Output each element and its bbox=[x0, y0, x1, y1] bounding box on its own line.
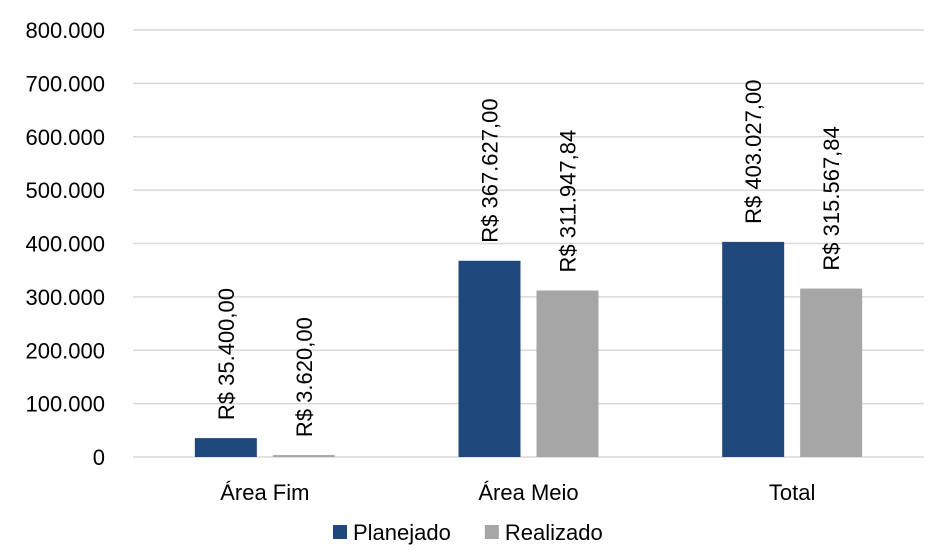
bar-planejado-1 bbox=[194, 438, 257, 457]
x-category-label: Total bbox=[769, 480, 815, 505]
bar-planejado-3 bbox=[722, 241, 785, 457]
legend: Planejado Realizado bbox=[333, 520, 603, 545]
bar-realizado-1 bbox=[272, 455, 335, 457]
data-label: R$ 367.627,00 bbox=[478, 98, 503, 242]
bar-realizado-2 bbox=[536, 290, 599, 457]
data-label: R$ 35.400,00 bbox=[214, 288, 239, 420]
data-label: R$ 403.027,00 bbox=[741, 80, 766, 224]
grid-lines bbox=[133, 29, 924, 458]
data-label: R$ 3.620,00 bbox=[292, 317, 317, 437]
bars bbox=[194, 241, 863, 457]
legend-label-realizado: Realizado bbox=[505, 520, 603, 545]
y-tick-label: 400.000 bbox=[25, 232, 105, 257]
x-category-label: Área Meio bbox=[478, 480, 578, 505]
y-tick-label: 300.000 bbox=[25, 285, 105, 310]
x-category-label: Área Fim bbox=[220, 480, 309, 505]
legend-label-planejado: Planejado bbox=[353, 520, 451, 545]
y-tick-label: 800.000 bbox=[25, 18, 105, 43]
data-labels: R$ 35.400,00 R$ 3.620,00 R$ 367.627,00 R$ 3… bbox=[214, 80, 844, 438]
x-axis-category-labels: Área Fim Área Meio Total bbox=[220, 480, 815, 505]
y-tick-label: 600.000 bbox=[25, 125, 105, 150]
bar-realizado-3 bbox=[800, 288, 863, 457]
data-label: R$ 311.947,84 bbox=[556, 130, 581, 273]
bar-planejado-2 bbox=[458, 260, 521, 457]
y-tick-label: 0 bbox=[93, 445, 105, 470]
legend-swatch-realizado bbox=[484, 525, 499, 539]
y-tick-label: 100.000 bbox=[25, 392, 105, 417]
y-tick-label: 500.000 bbox=[25, 178, 105, 203]
data-label: R$ 315.567,84 bbox=[819, 126, 844, 270]
legend-swatch-planejado bbox=[333, 525, 347, 539]
y-tick-label: 700.000 bbox=[25, 71, 105, 96]
y-axis-tick-labels: 0 100.000 200.000 300.000 400.000 500.000 600.… bbox=[25, 18, 105, 470]
y-tick-label: 200.000 bbox=[25, 338, 105, 363]
